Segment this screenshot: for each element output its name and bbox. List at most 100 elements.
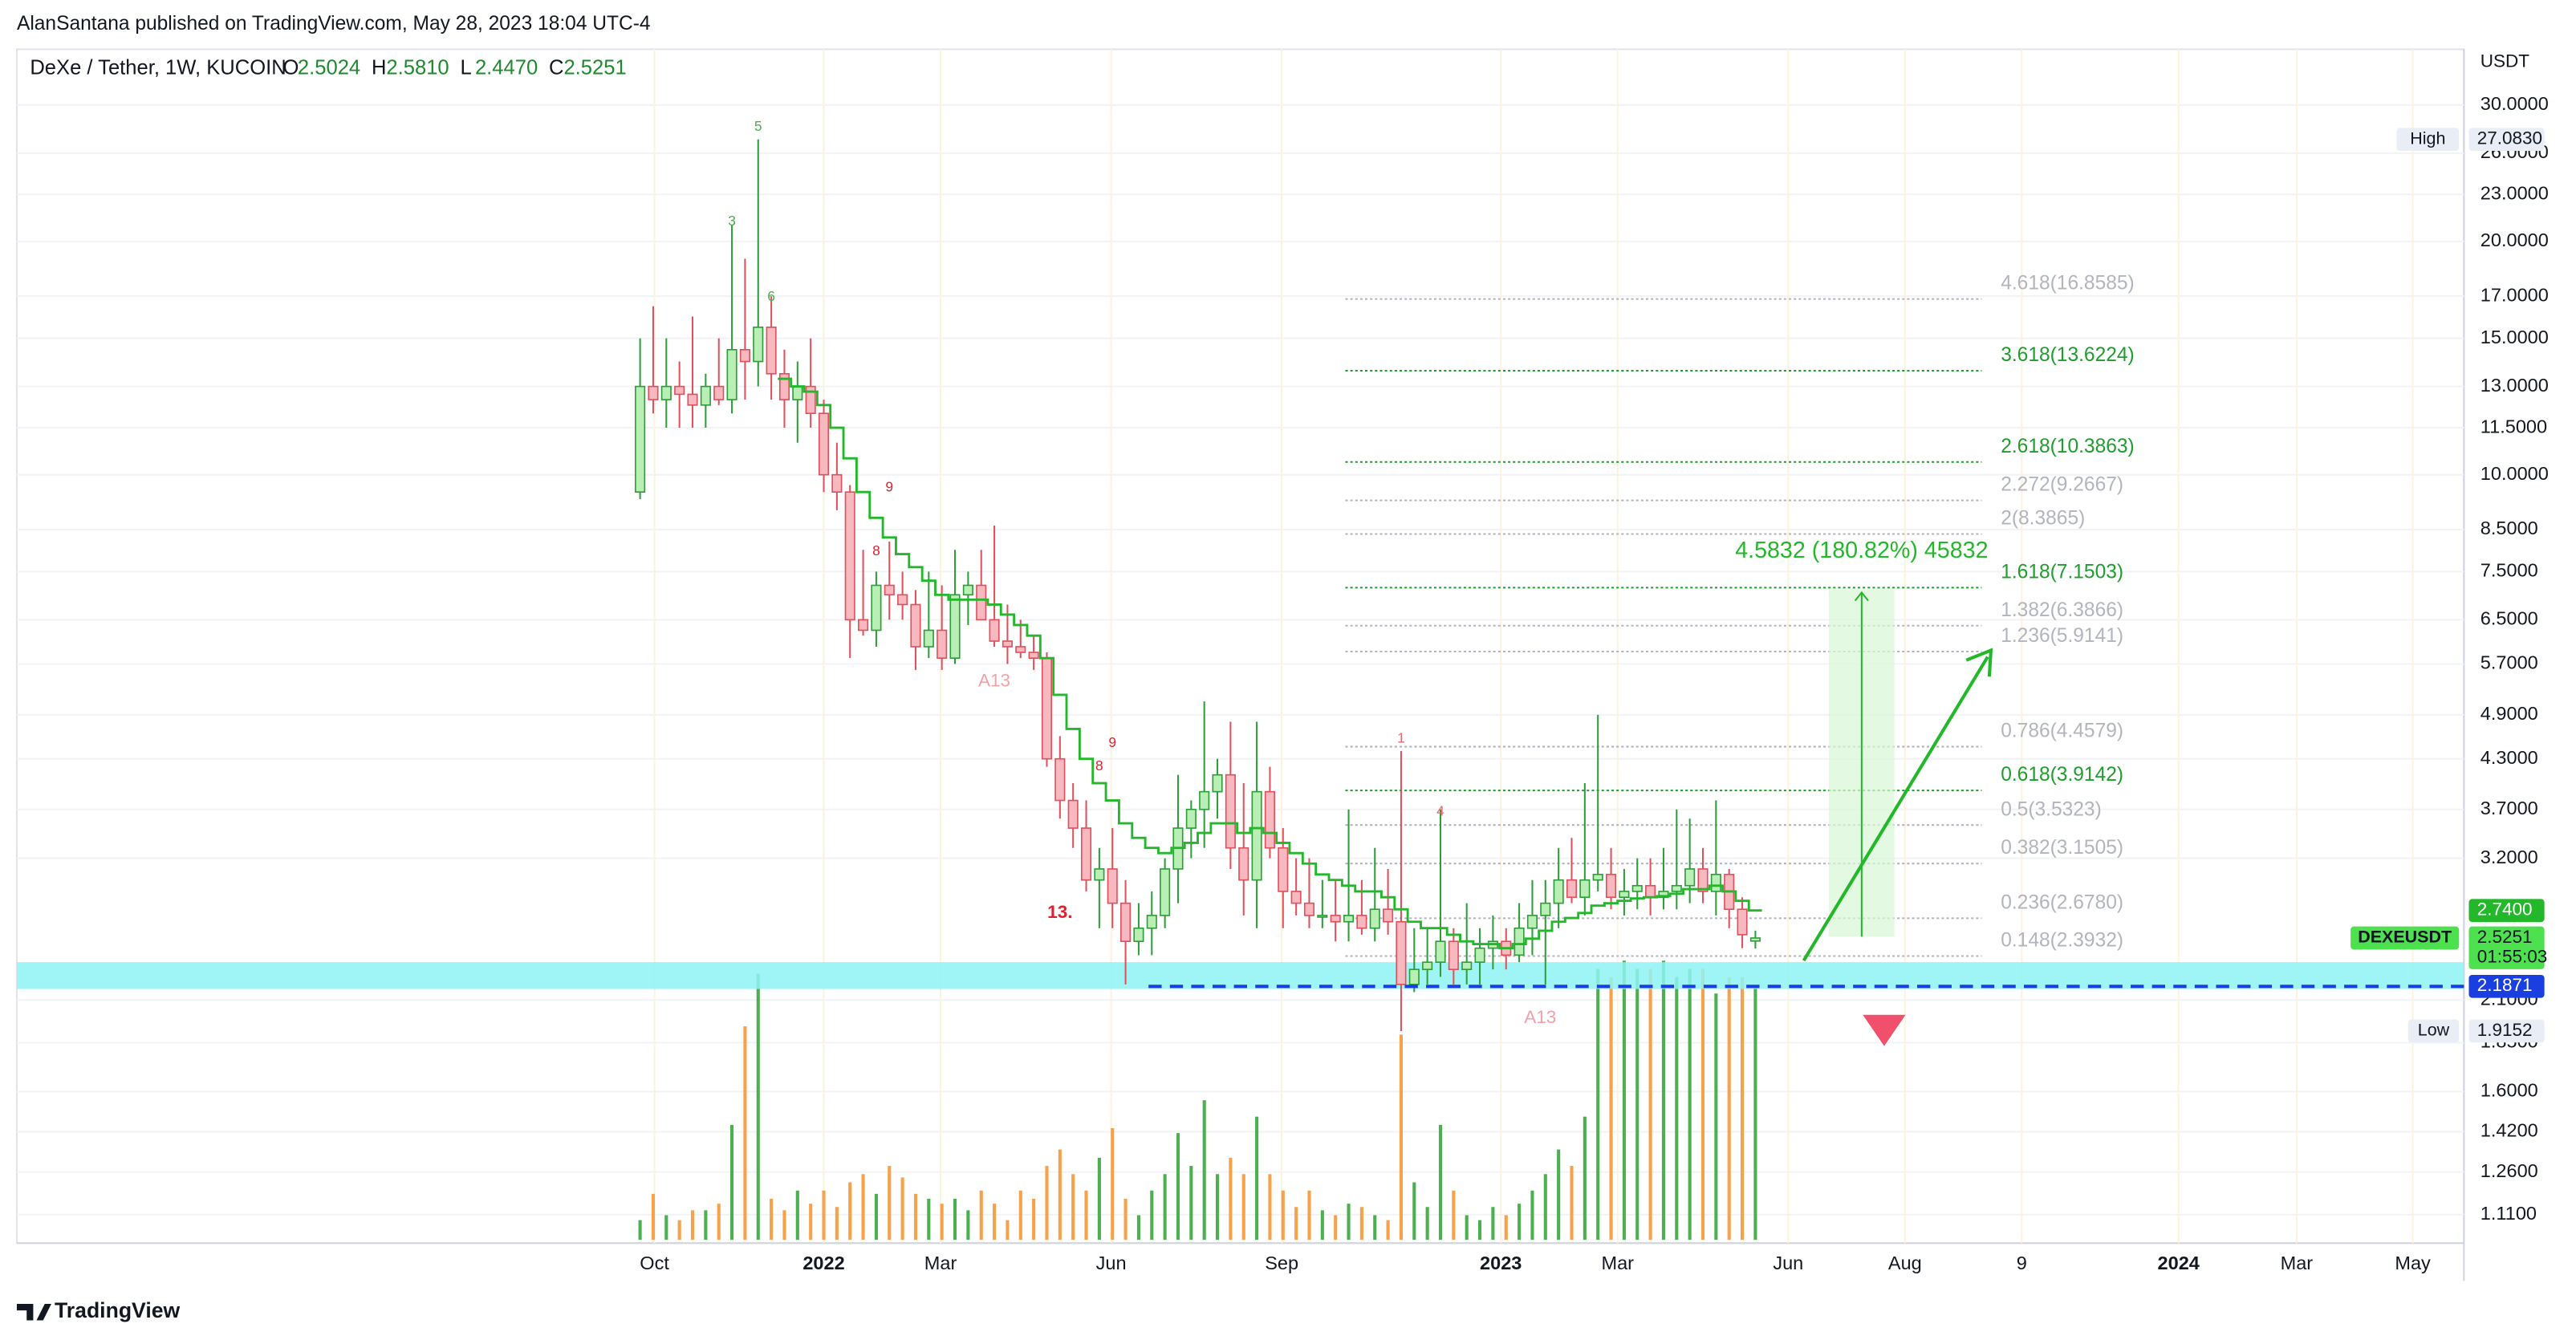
volume-bar — [1661, 960, 1666, 1241]
candle-body — [1671, 884, 1682, 892]
candle-body — [1579, 879, 1591, 899]
volume-bar — [1150, 1190, 1154, 1241]
price-tag-title: DEXEUSDT — [2358, 928, 2452, 947]
candle-body — [1185, 808, 1197, 829]
price-tag-value: 2.1871 — [2477, 975, 2533, 995]
x-tick-label: 2024 — [2158, 1253, 2200, 1273]
candle-body — [660, 385, 672, 400]
volume-bar — [1202, 1100, 1206, 1241]
y-tick-label: 23.0000 — [2481, 183, 2549, 204]
ohlc-value: 2.5251 — [563, 57, 626, 79]
volume-bar — [638, 1220, 642, 1241]
ohlc-key: O — [283, 57, 299, 79]
volume-bar — [1741, 977, 1745, 1241]
measure-arrow — [1854, 591, 1869, 602]
candle-body — [648, 385, 659, 400]
candle-body — [1606, 873, 1617, 899]
td-label: 1 — [1397, 730, 1405, 746]
volume-bar — [717, 1204, 721, 1241]
volume-bar — [1136, 1215, 1140, 1241]
fib-label: 0.382(3.1505) — [2001, 837, 2123, 859]
candle-body — [1514, 927, 1525, 956]
volume-bar — [1281, 1190, 1285, 1241]
volume-bar — [1399, 1034, 1403, 1241]
candle-body — [726, 348, 737, 400]
candle-body — [1067, 799, 1079, 829]
x-tick-label: Aug — [1888, 1253, 1922, 1273]
candle-body — [962, 584, 973, 596]
projection-arrow-head — [1965, 648, 1993, 677]
y-tick-label: 1.4200 — [2481, 1120, 2538, 1141]
price-tag: 27.0830 High — [2396, 128, 2545, 152]
volume-bar — [1609, 977, 1613, 1241]
price-tag-box — [2468, 899, 2545, 923]
price-tag-box — [2468, 128, 2545, 152]
x-tick-label: Jun — [1096, 1253, 1127, 1273]
candle-body — [700, 385, 711, 406]
candle-body — [1133, 927, 1144, 943]
candle-body — [1697, 868, 1709, 892]
logo-mark — [16, 1303, 51, 1321]
price-tag-box — [2468, 1019, 2545, 1043]
candle-body — [871, 584, 882, 631]
y-tick-label: 3.7000 — [2481, 798, 2538, 818]
td-label: 8 — [1095, 757, 1103, 774]
volume-bar — [756, 973, 760, 1241]
volume-bar — [1018, 1190, 1022, 1241]
volume-bar — [1478, 1220, 1482, 1241]
y-tick-label: 15.0000 — [2481, 327, 2549, 347]
symbol: DeXe / Tether, 1W, KUCOIN — [30, 57, 286, 79]
volume-bar — [743, 1026, 747, 1241]
y-tick-label: 17.0000 — [2481, 284, 2549, 305]
x-tick-label: 9 — [2017, 1253, 2027, 1273]
price-tag-value: 2.7400 — [2477, 899, 2533, 920]
moving-average — [778, 377, 1762, 950]
candle-body — [1290, 891, 1302, 904]
price-tag-title: Low — [2418, 1021, 2450, 1040]
volume-bar — [1675, 977, 1679, 1241]
volume-bar — [1438, 1124, 1443, 1241]
candle-body — [753, 327, 764, 363]
volume-bar — [1622, 960, 1626, 1241]
td-label: 13. — [1047, 902, 1072, 922]
candle-body — [1448, 940, 1459, 970]
volume-bar — [1386, 1220, 1390, 1241]
volume-bar — [979, 1190, 983, 1241]
candle-body — [1383, 908, 1394, 923]
candle-body — [1619, 891, 1630, 899]
candle-body — [1303, 902, 1315, 916]
volume-bar — [1727, 977, 1731, 1241]
overlay — [1148, 648, 2464, 1046]
volume-bar — [993, 1204, 997, 1241]
grid — [16, 49, 2464, 1244]
candle-body — [1015, 646, 1026, 653]
volume-bar — [1373, 1215, 1377, 1241]
volume-bar — [1359, 1207, 1363, 1241]
volume-bar — [1307, 1190, 1311, 1241]
candle-body — [1684, 868, 1696, 887]
y-tick-label: 8.5000 — [2481, 518, 2538, 538]
volume-bar — [874, 1193, 878, 1241]
volume-bar — [1530, 1190, 1534, 1241]
tradingview-logo: TradingView — [16, 1298, 181, 1322]
candle-body — [1645, 884, 1656, 899]
volume-bar — [1452, 1190, 1456, 1241]
volume-bar — [900, 1177, 904, 1241]
candle-body — [937, 629, 948, 659]
currency: USDT — [2481, 51, 2530, 71]
volume-bar — [1491, 1207, 1495, 1241]
fib-label: 4.618(16.8585) — [2001, 273, 2135, 294]
support-zone — [16, 962, 2464, 989]
volume-bar — [913, 1193, 918, 1241]
candle-body — [1592, 873, 1603, 881]
candle-body — [1107, 868, 1118, 904]
candle-body — [1264, 790, 1275, 849]
x-tick-label: Sep — [1265, 1253, 1298, 1273]
volume-bar — [1255, 1116, 1259, 1241]
volume-bar — [1111, 1127, 1115, 1241]
x-tick-label: May — [2395, 1253, 2431, 1273]
sell-marker — [1863, 1014, 1906, 1046]
candle-body — [1238, 847, 1249, 881]
y-tick-label: 10.0000 — [2481, 463, 2549, 484]
